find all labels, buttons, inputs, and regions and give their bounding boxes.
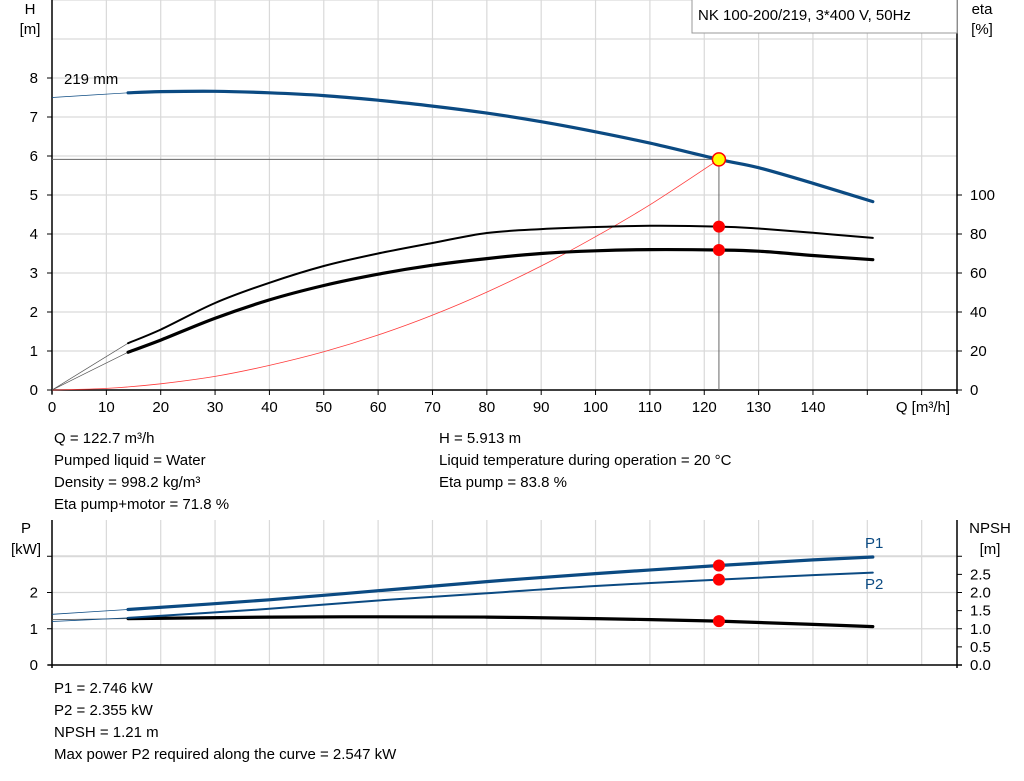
tick-label-npsh: 2.5 [970,566,991,583]
tick-label-h: 1 [30,343,38,360]
tick-label-q: 100 [583,399,608,416]
bottom-chart: 0 1 2 0.00.51.01.52.0 2.5 P [kW] NPSH [m] P1 P2 [11,520,1011,674]
info-eta-pump: Eta pump = 83.8 % [439,474,567,491]
tick-label-q: 90 [533,399,550,416]
info-temperature: Liquid temperature during operation = 20… [439,452,732,469]
tick-label-q: 40 [261,399,278,416]
tick-label-q: 80 [478,399,495,416]
tick-label-h: 5 [30,187,38,204]
tick-label-q: 10 [98,399,115,416]
y-axis-label-h-unit: [m] [20,21,41,38]
tick-label-h: 8 [30,70,38,87]
title-box [691,0,958,34]
tick-label-eta: 40 [970,304,987,321]
tick-label-q: 70 [424,399,441,416]
info-p2: P2 = 2.355 kW [54,702,153,719]
info-bottom: P1 = 2.746 kW P2 = 2.355 kW NPSH = 1.21 … [54,678,396,766]
tick-label-q: 20 [152,399,169,416]
tick-label-q: 120 [692,399,717,416]
x-axis-label: Q [m³/h] [896,399,950,416]
p2-curve [127,571,874,619]
y-axis-label-h: H [25,1,36,18]
tick-label-npsh: 2.0 [970,585,991,602]
info-top-right: H = 5.913 m Liquid temperature during op… [439,428,731,494]
tick-label-h: 0 [30,382,38,399]
tick-label-eta: 60 [970,265,987,282]
head-curve [126,89,875,204]
eta-pump-motor-curve [126,247,875,354]
eta-pump-duty-marker [712,220,725,233]
p1-curve-extrapolated [51,609,129,615]
info-q: Q = 122.7 m³/h [54,430,155,447]
info-top-left: Q = 122.7 m³/h Pumped liquid = Water Den… [54,428,229,516]
duty-point-marker [711,152,727,167]
p2-curve-extrapolated [51,617,129,622]
eta-pump-motor-curve-extrapolated [51,351,129,391]
tick-label-npsh: 1.5 [970,603,991,620]
p1-curve [126,555,875,612]
tick-label-q: 140 [800,399,825,416]
npsh-duty-marker [712,615,725,628]
tick-label-eta: 20 [970,343,987,360]
eta-pump-motor-duty-marker [712,243,725,256]
y-axis-label-npsh: NPSH [969,520,1011,537]
y-axis-label-eta-unit: [%] [971,21,993,38]
impeller-diameter-label: 219 mm [64,71,118,88]
info-p1: P1 = 2.746 kW [54,680,153,697]
tick-label-p: 2 [30,585,38,602]
tick-label-q: 130 [746,399,771,416]
p1-label: P1 [865,535,883,552]
tick-label-h: 2 [30,304,38,321]
tick-label-p: 0 [30,657,38,674]
tick-label-p: 1 [30,621,38,638]
tick-label-q: 30 [207,399,224,416]
tick-label-q: 60 [370,399,387,416]
tick-label-eta: 0 [970,382,978,399]
system-curve [51,159,720,391]
head-curve-extrapolated [51,92,129,98]
info-density: Density = 998.2 kg/m³ [54,474,201,491]
y-axis-label-npsh-unit: [m] [980,541,1001,558]
tick-label-h: 6 [30,148,38,165]
eta-pump-curve [127,224,874,345]
tick-label-npsh: 0.5 [970,639,991,656]
p2-label: P2 [865,576,883,593]
tick-label-h: 4 [30,226,38,243]
eta-pump-curve-extrapolated [51,342,129,391]
info-eta-pump-motor: Eta pump+motor = 71.8 % [54,496,230,513]
tick-label-h: 7 [30,109,38,126]
y-axis-label-p-unit: [kW] [11,541,41,558]
chart-title: NK 100-200/219, 3*400 V, 50Hz [698,7,911,24]
tick-label-q: 50 [315,399,332,416]
p2-duty-marker [712,573,725,586]
tick-label-npsh: 1.0 [970,621,991,638]
tick-label-eta: 80 [970,226,987,243]
tick-label-npsh: 0.0 [970,657,991,674]
info-h: H = 5.913 m [439,430,522,447]
info-npsh: NPSH = 1.21 m [54,724,159,741]
tick-label-eta: 100 [970,187,995,204]
tick-label-h: 3 [30,265,38,282]
npsh-curve-extrapolated [51,618,129,621]
info-max-p2: Max power P2 required along the curve = … [54,746,397,763]
npsh-curve [126,615,875,629]
info-liquid: Pumped liquid = Water [54,452,206,469]
y-axis-label-p: P [21,520,31,537]
tick-label-q: 110 [638,399,662,416]
y-axis-label-eta: eta [972,1,994,18]
tick-label-q: 0 [48,399,56,416]
p1-duty-marker [712,559,725,572]
